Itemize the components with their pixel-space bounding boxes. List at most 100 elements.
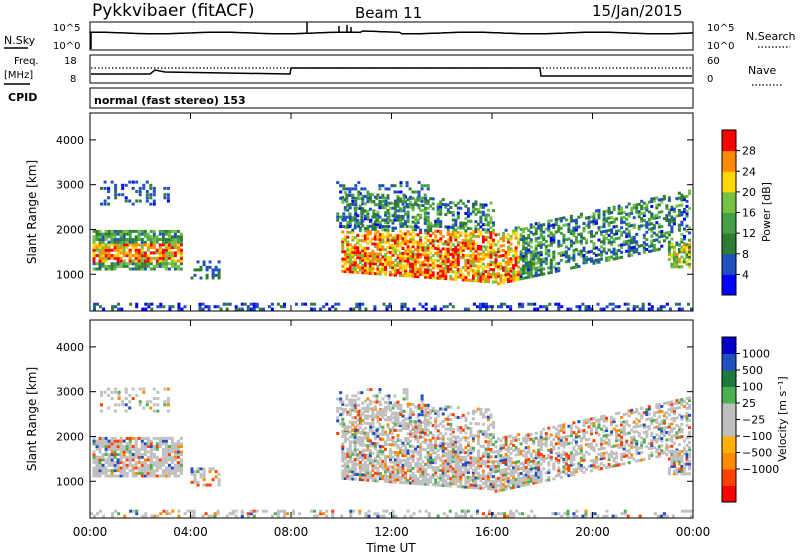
echo-cell <box>173 246 177 249</box>
echo-cell <box>110 232 114 236</box>
echo-cell <box>517 258 521 262</box>
echo-cell <box>429 438 433 442</box>
echo-cell <box>125 262 129 266</box>
echo-cell <box>211 467 215 471</box>
echo-cell <box>406 456 410 460</box>
echo-cell <box>471 244 475 248</box>
echo-cell <box>406 215 410 219</box>
echo-cell <box>529 452 533 456</box>
echo-cell <box>351 228 355 232</box>
echo-cell <box>134 262 138 266</box>
echo-cell <box>677 223 681 227</box>
echo-cell <box>354 187 358 191</box>
echo-cell <box>176 447 180 451</box>
echo-cell <box>394 404 397 408</box>
echo-cell <box>670 243 674 247</box>
echo-cell <box>569 463 573 467</box>
echo-cell <box>161 461 165 465</box>
echo-cell <box>414 479 418 483</box>
echo-cell <box>436 212 440 216</box>
echo-cell <box>416 203 420 207</box>
echo-cell <box>113 474 117 478</box>
echo-cell <box>481 474 485 478</box>
echo-cell <box>590 249 593 253</box>
echo-cell <box>533 302 537 306</box>
echo-cell <box>481 262 485 266</box>
echo-cell <box>110 461 114 465</box>
echo-cell <box>461 458 465 462</box>
echo-cell <box>466 259 470 262</box>
echo-cell <box>419 231 423 234</box>
echo-cell <box>504 263 508 267</box>
echo-cell <box>444 269 448 273</box>
echo-cell <box>341 412 345 416</box>
echo-cell <box>635 247 639 251</box>
echo-cell <box>487 457 490 461</box>
echo-cell <box>622 220 626 224</box>
echo-cell <box>554 267 558 271</box>
echo-cell <box>454 265 458 269</box>
echo-cell <box>484 477 488 481</box>
echo-cell <box>343 474 347 478</box>
echo-cell <box>137 458 141 462</box>
echo-cell <box>368 229 372 233</box>
echo-cell <box>434 424 438 428</box>
echo-cell <box>478 307 482 311</box>
echo-cell <box>416 257 420 261</box>
echo-cell <box>590 259 593 263</box>
echo-cell <box>113 466 117 470</box>
echo-cell <box>371 461 375 465</box>
echo-cell <box>494 233 498 237</box>
echo-cell <box>474 202 478 206</box>
echo-cell <box>386 455 390 459</box>
echo-cell <box>451 457 455 461</box>
echo-cell <box>114 409 118 413</box>
echo-cell <box>497 272 500 276</box>
echo-cell <box>471 434 475 438</box>
echo-cell <box>471 254 475 258</box>
echo-cell <box>441 259 445 263</box>
echo-cell <box>474 207 478 211</box>
echo-cell <box>626 307 630 311</box>
echo-cell <box>217 478 221 482</box>
echo-cell <box>527 460 531 464</box>
echo-cell <box>142 183 146 187</box>
echo-cell <box>592 219 596 223</box>
echo-cell <box>414 221 418 225</box>
echo-cell <box>461 448 465 452</box>
echo-cell <box>436 434 440 438</box>
echo-cell <box>424 263 428 267</box>
echo-cell <box>464 480 468 484</box>
echo-cell <box>667 240 671 244</box>
echo-cell <box>539 470 543 474</box>
echo-cell <box>466 436 470 440</box>
echo-cell <box>421 253 425 257</box>
echo-cell <box>128 450 132 454</box>
echo-cell <box>167 248 171 252</box>
echo-cell <box>421 403 425 407</box>
echo-cell <box>161 442 165 446</box>
echo-cell <box>376 269 380 273</box>
echo-cell <box>363 202 367 206</box>
nsky-tick-top: 10^5 <box>53 23 80 34</box>
echo-cell <box>497 484 500 488</box>
echo-cell <box>625 235 629 238</box>
echo-cell <box>143 453 147 456</box>
echo-cell <box>176 445 180 448</box>
echo-cell <box>161 229 165 233</box>
echo-cell <box>193 273 197 277</box>
echo-cell <box>431 239 435 243</box>
echo-cell <box>494 263 498 266</box>
echo-cell <box>512 271 516 275</box>
echo-cell <box>371 412 375 416</box>
echo-cell <box>446 247 450 251</box>
echo-cell <box>103 199 107 203</box>
echo-cell <box>474 456 478 460</box>
echo-cell <box>544 456 548 460</box>
echo-cell <box>625 249 629 253</box>
echo-cell <box>459 428 463 432</box>
echo-cell <box>431 259 435 262</box>
echo-cell <box>474 257 478 261</box>
echo-cell <box>394 263 397 267</box>
echo-cell <box>481 462 485 466</box>
